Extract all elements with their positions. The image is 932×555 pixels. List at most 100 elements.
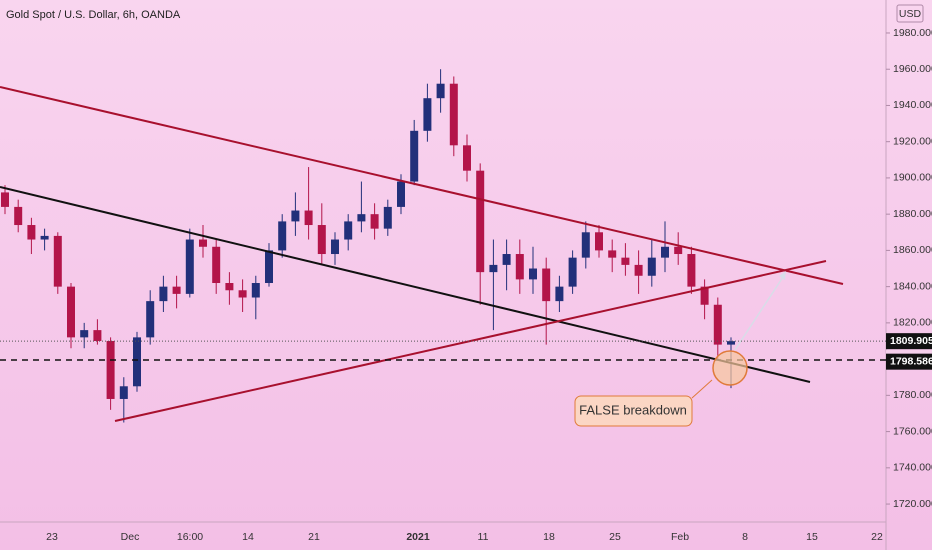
- marker-price: 1798.586: [890, 355, 932, 367]
- candle-body: [291, 210, 300, 222]
- candle-body: [331, 239, 339, 255]
- black-trendline: [0, 186, 811, 383]
- callout-line: [691, 379, 713, 399]
- candle-body: [700, 286, 709, 305]
- rising-trendline: [114, 260, 827, 422]
- candle-body: [133, 337, 141, 387]
- candle-body: [344, 221, 353, 240]
- candle-body: [568, 257, 577, 287]
- candle-body: [555, 286, 564, 302]
- candle-body: [119, 386, 128, 399]
- candle-body: [225, 283, 234, 291]
- candle-body: [357, 214, 366, 222]
- candle-body: [410, 130, 419, 182]
- candle-body: [489, 264, 498, 273]
- candle-body: [674, 246, 683, 255]
- candle-body: [463, 145, 471, 171]
- last-price-box: [886, 333, 932, 350]
- candle-body: [106, 340, 115, 399]
- projection-arrow: [734, 273, 786, 351]
- candle-body: [278, 221, 287, 251]
- candle-body: [634, 264, 643, 276]
- candle-body: [436, 83, 445, 99]
- y-tick-label: 1980.000: [893, 27, 932, 39]
- chart-title: Gold Spot / U.S. Dollar, 6h, OANDA: [6, 9, 181, 21]
- candle-body: [542, 268, 551, 302]
- last-price: 1809.905: [890, 335, 932, 347]
- x-tick-label: 23: [46, 531, 58, 543]
- candle-body: [647, 257, 656, 276]
- x-tick-label: 8: [742, 531, 748, 543]
- candle-body: [265, 250, 273, 284]
- y-tick-label: 1720.000: [893, 498, 932, 510]
- candle-body: [185, 239, 194, 294]
- candle-body: [80, 330, 89, 338]
- candle-body: [370, 214, 379, 229]
- candle-body: [53, 235, 62, 287]
- marker-price-box: [886, 353, 932, 370]
- candle-body: [608, 250, 617, 258]
- candle-body: [251, 283, 260, 298]
- candle-body: [67, 286, 75, 338]
- candle-body: [14, 206, 23, 226]
- candle-body: [529, 268, 537, 280]
- candle-body: [199, 239, 207, 247]
- candle-body: [1, 192, 9, 207]
- candle-body: [159, 286, 168, 302]
- x-tick-label: 22: [871, 531, 883, 543]
- y-tick-label: 1920.000: [893, 135, 932, 147]
- candle-body: [383, 206, 392, 229]
- candle-body: [304, 210, 313, 226]
- candle-body: [595, 232, 603, 251]
- y-tick-label: 1820.000: [893, 317, 932, 329]
- candle-body: [93, 330, 102, 341]
- x-tick-label: 25: [609, 531, 621, 543]
- candle-body: [423, 98, 432, 131]
- y-tick-label: 1760.000: [893, 425, 932, 437]
- x-tick-label: 11: [478, 531, 489, 543]
- candle-body: [581, 232, 590, 258]
- candle-body: [502, 254, 511, 265]
- candle-body: [727, 341, 735, 345]
- x-tick-label: 16:00: [177, 531, 203, 543]
- x-tick-label: Feb: [671, 531, 689, 543]
- candle-body: [317, 225, 326, 255]
- candle-body: [713, 304, 722, 345]
- y-tick-label: 1940.000: [893, 99, 932, 111]
- x-tick-label: 21: [308, 531, 320, 543]
- candle-body: [40, 235, 49, 240]
- currency-box: [896, 4, 924, 23]
- y-tick-label: 1860.000: [893, 244, 932, 256]
- candle-body: [27, 225, 36, 240]
- y-tick-label: 1900.000: [893, 172, 932, 184]
- candle-body: [146, 301, 155, 338]
- candle-body: [238, 290, 247, 298]
- candle-body: [397, 181, 405, 207]
- y-tick-label: 1840.000: [893, 280, 932, 292]
- candle-body: [515, 254, 524, 280]
- x-tick-label: 15: [806, 531, 818, 543]
- currency: USD: [899, 8, 922, 20]
- candle-body: [449, 83, 458, 146]
- arrow-head: [779, 271, 786, 280]
- x-tick-label: 18: [543, 531, 555, 543]
- x-tick-label: 2021: [406, 531, 430, 543]
- candle-body: [476, 170, 485, 273]
- annotation-box: [574, 395, 693, 427]
- y-tick-label: 1960.000: [893, 63, 932, 75]
- upper-trendline: [0, 86, 844, 285]
- candle-body: [172, 286, 181, 294]
- candle-body: [687, 254, 696, 287]
- annotation: FALSE breakdown: [579, 402, 687, 417]
- candles: [1, 69, 735, 423]
- y-tick-label: 1780.000: [893, 389, 932, 401]
- y-tick-label: 1880.000: [893, 208, 932, 220]
- x-tick-label: Dec: [121, 531, 140, 543]
- candle-body: [661, 246, 669, 258]
- candle-body: [212, 246, 221, 284]
- y-tick-label: 1740.000: [893, 462, 932, 474]
- x-tick-label: 14: [242, 531, 254, 543]
- breakdown-circle: [712, 350, 748, 386]
